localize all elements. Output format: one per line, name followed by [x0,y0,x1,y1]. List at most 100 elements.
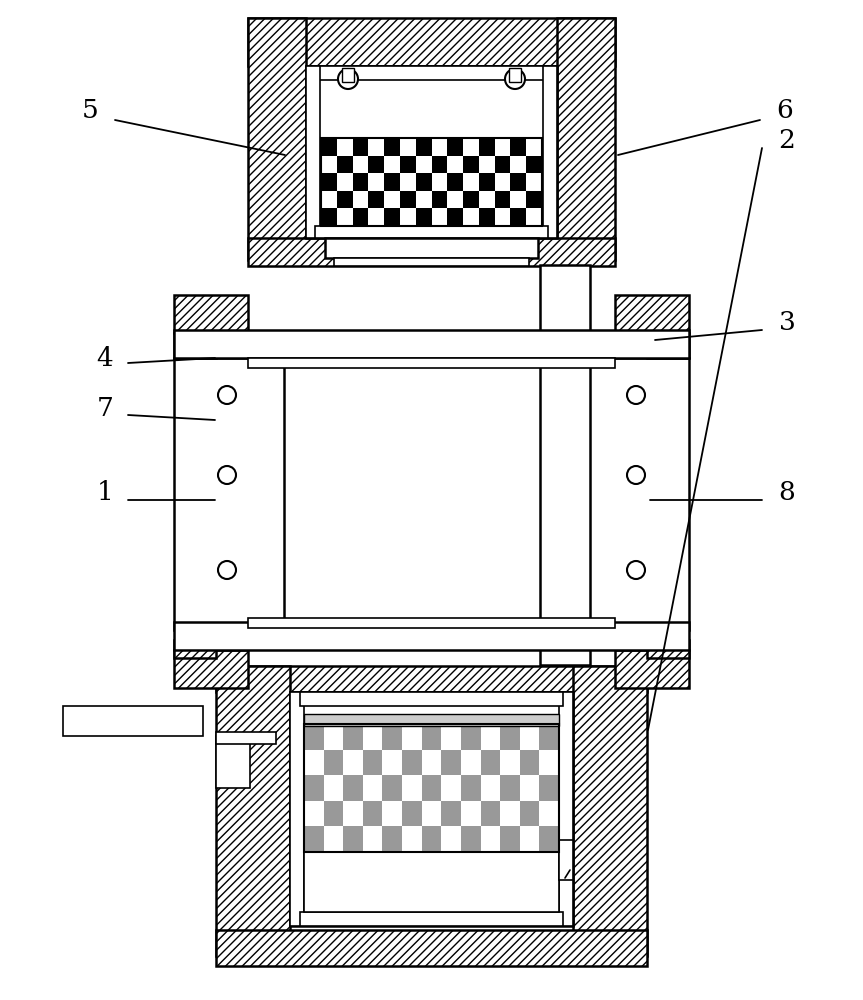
Bar [321,156,337,173]
Bar [510,138,526,156]
Bar [461,724,481,750]
Bar [324,775,343,801]
Bar [343,750,362,775]
Bar [384,208,400,226]
Bar [510,208,526,226]
Bar [422,801,441,826]
Bar [400,138,416,156]
Bar [510,191,526,208]
Bar [369,173,384,191]
Bar [479,138,494,156]
Bar [481,775,501,801]
Bar [315,66,548,80]
Bar [481,801,501,826]
Bar [494,173,510,191]
Circle shape [627,561,645,579]
Text: 7: 7 [97,395,113,420]
Bar [422,826,441,852]
Text: 1: 1 [97,481,113,506]
Bar [353,156,369,173]
Bar [481,826,501,852]
Bar [501,750,520,775]
Text: 2: 2 [778,127,796,152]
Bar [432,138,447,156]
Bar [342,68,354,82]
Bar [362,801,382,826]
Bar [324,826,343,852]
Bar [353,138,369,156]
Bar [520,724,539,750]
Bar [422,775,441,801]
Bar [324,750,343,775]
Bar [337,138,353,156]
Bar [520,801,539,826]
Bar [306,66,557,238]
Bar [579,358,689,630]
Bar [615,650,689,688]
Bar [520,826,539,852]
Bar [369,208,384,226]
Bar [216,736,250,788]
Bar [321,173,337,191]
Bar [461,801,481,826]
Bar [384,138,400,156]
Bar [539,826,559,852]
Bar [539,801,559,826]
Bar [416,191,432,208]
Bar [304,775,324,801]
Bar [432,156,447,173]
Bar [481,750,501,775]
Bar [248,238,615,266]
Bar [343,801,362,826]
Bar [63,706,203,736]
Bar [501,801,520,826]
Bar [384,173,400,191]
Bar [400,191,416,208]
Bar [647,333,689,358]
Bar [526,156,542,173]
Bar [494,191,510,208]
Circle shape [338,69,358,89]
Circle shape [627,386,645,404]
Bar [432,173,447,191]
Bar [432,191,447,208]
Bar [501,724,520,750]
Bar [382,750,402,775]
Bar [402,801,422,826]
Bar [325,238,538,258]
Bar [559,840,573,880]
Bar [479,208,494,226]
Text: 5: 5 [82,98,98,122]
Bar [441,775,461,801]
Bar [481,724,501,750]
Bar [304,724,324,750]
Bar [304,852,559,912]
Bar [362,750,382,775]
Bar [463,191,479,208]
Bar [447,173,463,191]
Bar [248,18,306,260]
Bar [501,775,520,801]
Bar [557,18,615,260]
Bar [526,191,542,208]
Bar [324,724,343,750]
Bar [382,801,402,826]
Circle shape [218,386,236,404]
Bar [353,173,369,191]
Bar [174,622,689,650]
Bar [463,173,479,191]
Bar [479,191,494,208]
Bar [290,692,304,926]
Text: 4: 4 [97,346,113,370]
Bar [353,208,369,226]
Text: 6: 6 [777,98,793,122]
Bar [416,138,432,156]
Bar [304,750,324,775]
Bar [543,66,557,238]
Bar [510,173,526,191]
Bar [337,208,353,226]
Bar [416,208,432,226]
Bar [216,666,290,956]
Bar [479,156,494,173]
Bar [382,775,402,801]
